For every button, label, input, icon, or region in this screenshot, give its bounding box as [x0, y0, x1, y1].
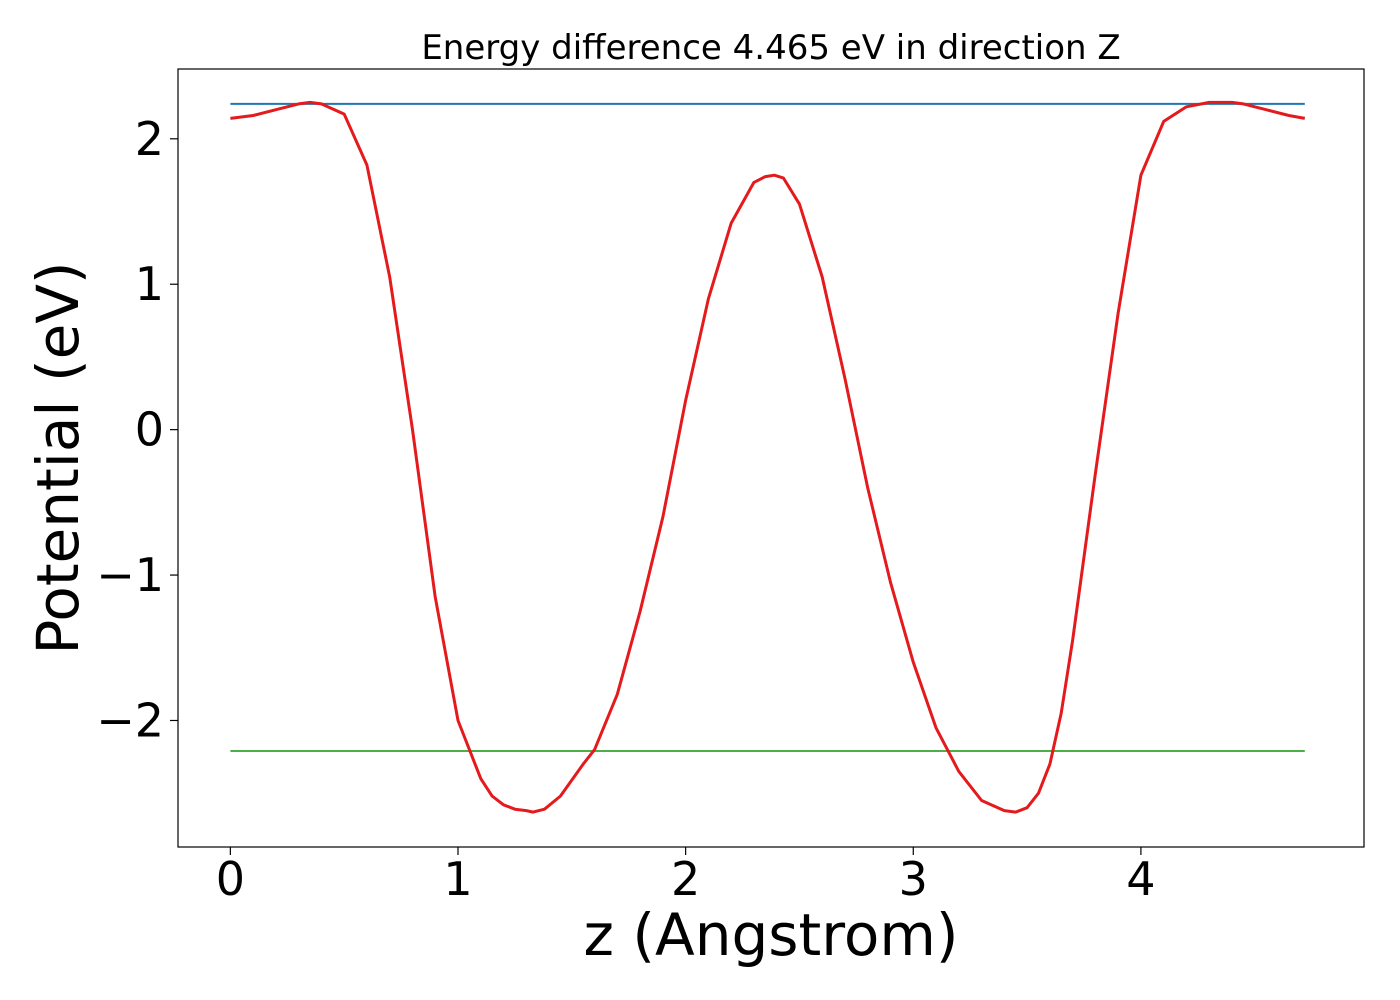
- y-axis-label: Potential (eV): [24, 261, 92, 654]
- series-layer: [230, 100, 1306, 814]
- x-tick-label: 4: [1126, 852, 1155, 906]
- y-tick-label: 1: [135, 257, 164, 311]
- y-tick-label: −1: [96, 548, 164, 602]
- chart-title: Energy difference 4.465 eV in direction …: [421, 28, 1120, 68]
- tick-layer: 0 1 2 3 4 −2 −1 0 1 2: [96, 112, 1155, 906]
- potential-curve: [230, 100, 1306, 814]
- plot-area-frame: [177, 68, 1365, 848]
- x-tick-label: 0: [216, 852, 245, 906]
- x-tick-label: 3: [899, 852, 928, 906]
- x-tick-label: 2: [671, 852, 700, 906]
- x-tick-label: 1: [443, 852, 472, 906]
- y-tick-label: 2: [135, 112, 164, 166]
- y-tick-label: 0: [135, 403, 164, 457]
- y-tick-label: −2: [96, 693, 164, 747]
- x-axis-label: z (Angstrom): [584, 901, 959, 969]
